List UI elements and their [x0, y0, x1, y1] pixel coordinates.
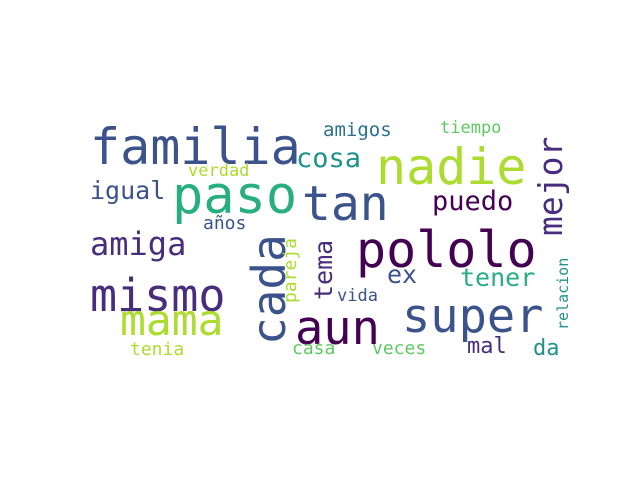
word-veces: veces — [372, 338, 427, 359]
word-mal: mal — [467, 334, 507, 359]
word-tan: tan — [302, 176, 389, 232]
word-mejor: mejor — [531, 136, 570, 236]
word-paso: paso — [172, 166, 298, 226]
word-mama: mama — [120, 296, 224, 346]
word-amiga: amiga — [90, 225, 187, 263]
word-casa: casa — [292, 338, 336, 359]
word-tenia: tenia — [130, 339, 185, 360]
word-anos: años — [203, 213, 247, 234]
word-relacion: relacion — [554, 257, 572, 330]
word-super: super — [402, 289, 544, 344]
word-verdad: verdad — [188, 161, 250, 181]
word-aun: aun — [295, 301, 380, 356]
word-vida: vida — [337, 286, 378, 306]
word-igual: igual — [90, 176, 166, 205]
word-ex: ex — [387, 260, 418, 289]
word-puedo: puedo — [432, 186, 514, 217]
word-mismo: mismo — [90, 269, 226, 322]
word-pareja: pareja — [280, 237, 301, 303]
word-cosa: cosa — [296, 143, 362, 174]
word-amigos: amigos — [323, 119, 392, 141]
word-da: da — [533, 336, 560, 361]
word-tiempo: tiempo — [440, 118, 502, 138]
word-tener: tener — [460, 263, 536, 292]
word-familia: familia — [90, 118, 301, 176]
word-nadie: nadie — [376, 138, 527, 196]
word-tema: tema — [309, 239, 338, 300]
word-pololo: pololo — [356, 221, 537, 279]
